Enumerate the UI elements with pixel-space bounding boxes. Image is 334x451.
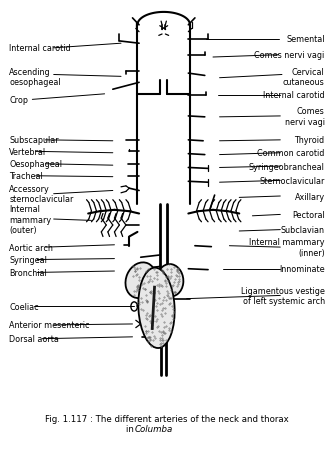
Text: Syringeobrancheal: Syringeobrancheal (249, 162, 325, 171)
Text: Subscapular: Subscapular (9, 136, 59, 145)
Text: Comes
nervi vagi: Comes nervi vagi (285, 107, 325, 126)
Ellipse shape (126, 263, 156, 299)
Text: Cervical
cutaneous: Cervical cutaneous (283, 68, 325, 87)
Text: Subclavian: Subclavian (281, 226, 325, 235)
Text: Vertebral: Vertebral (9, 147, 46, 156)
Text: Internal carotid: Internal carotid (263, 91, 325, 100)
Text: Tracheal: Tracheal (9, 172, 43, 181)
Text: Pectoral: Pectoral (292, 211, 325, 220)
Text: Common carotid: Common carotid (257, 149, 325, 158)
Ellipse shape (157, 264, 183, 297)
Text: Semental: Semental (286, 35, 325, 44)
Text: Columba: Columba (134, 424, 172, 433)
Text: Fig. 1.117 : The different arteries of the neck and thorax: Fig. 1.117 : The different arteries of t… (45, 414, 289, 423)
Text: Internal carotid: Internal carotid (9, 44, 71, 53)
Text: Internal
mammary
(outer): Internal mammary (outer) (9, 205, 51, 235)
Text: Crop: Crop (9, 96, 28, 105)
Text: Internal mammary
(inner): Internal mammary (inner) (249, 238, 325, 257)
Text: Axillary: Axillary (295, 192, 325, 201)
Text: Comes nervi vagi: Comes nervi vagi (255, 51, 325, 60)
Text: Bronchial: Bronchial (9, 268, 47, 277)
Text: Syringeal: Syringeal (9, 255, 47, 264)
Text: Coeliac: Coeliac (9, 302, 39, 311)
Text: Ligamentous vestige
of left systemic arch: Ligamentous vestige of left systemic arc… (241, 286, 325, 305)
Text: Sternoclavicular: Sternoclavicular (259, 176, 325, 185)
Text: Thyroid: Thyroid (295, 136, 325, 145)
Text: Dorsal aorta: Dorsal aorta (9, 335, 59, 343)
Text: Innominate: Innominate (279, 265, 325, 274)
Ellipse shape (138, 268, 175, 348)
Text: in: in (126, 424, 136, 433)
Text: Aortic arch: Aortic arch (9, 243, 53, 252)
Text: Oesophageal: Oesophageal (9, 160, 62, 169)
Text: Ascending
oesophageal: Ascending oesophageal (9, 68, 61, 87)
Text: Accessory
sternoclavicular: Accessory sternoclavicular (9, 184, 74, 204)
Text: Anterior mesenteric: Anterior mesenteric (9, 321, 90, 330)
